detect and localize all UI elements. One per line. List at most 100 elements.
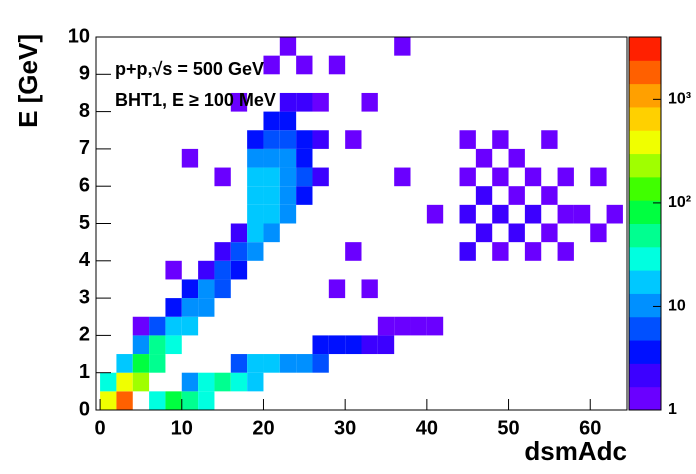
cell (426, 316, 444, 336)
y-tick-label: 10 (68, 25, 90, 47)
cell (296, 55, 313, 75)
colorbar-tick-label: 10 (668, 298, 686, 315)
colorbar-step (629, 176, 661, 201)
cell (410, 316, 427, 336)
cell (181, 279, 199, 299)
cell (279, 354, 297, 373)
colorbar-step (629, 386, 661, 411)
cell (590, 167, 607, 187)
cell (361, 279, 378, 299)
cell (214, 242, 231, 261)
x-tick-label: 20 (252, 417, 274, 439)
cell (312, 92, 329, 112)
cell (132, 335, 150, 355)
cell (524, 242, 542, 261)
cell (524, 167, 542, 187)
annotation: p+p,√s = 500 GeV (115, 59, 264, 79)
cell (328, 55, 346, 75)
cell (541, 186, 558, 205)
cell (279, 167, 297, 187)
cell (263, 167, 280, 187)
colorbar-tick-label: 10³ (668, 91, 691, 108)
cell (296, 167, 313, 187)
cell (247, 148, 264, 168)
cell (557, 242, 574, 261)
colorbar-step (629, 60, 661, 85)
cell (475, 223, 493, 243)
cell (557, 167, 574, 187)
cell (116, 354, 133, 373)
cell (541, 223, 558, 243)
cell (394, 316, 411, 336)
colorbar-tick-label: 1 (668, 401, 677, 418)
colorbar-step (629, 270, 661, 294)
y-tick-label: 0 (79, 398, 90, 420)
cell (198, 391, 215, 410)
cell (312, 167, 329, 187)
x-tick-label: 50 (497, 417, 519, 439)
cell (181, 298, 199, 317)
y-tick-label: 6 (79, 174, 90, 196)
cell (165, 298, 182, 317)
cell (230, 372, 248, 392)
x-tick-label: 60 (579, 417, 601, 439)
cell (263, 111, 280, 131)
cell (459, 204, 476, 224)
cell (345, 130, 362, 149)
cell (312, 130, 329, 149)
colorbar-frame (628, 36, 662, 411)
cell (279, 130, 297, 149)
cell (247, 130, 264, 149)
colorbar-step (629, 223, 661, 248)
cell (296, 148, 313, 168)
y-tick-label: 9 (79, 63, 90, 85)
cell (132, 316, 150, 336)
cell (492, 204, 509, 224)
cell (606, 204, 623, 224)
cell (181, 148, 199, 168)
colorbar-step (629, 153, 661, 178)
cell (247, 186, 264, 205)
cell (263, 130, 280, 149)
cell (263, 186, 280, 205)
colorbar-step (629, 293, 661, 318)
x-tick-label: 30 (334, 417, 356, 439)
cell (508, 186, 525, 205)
cell (116, 372, 133, 392)
cell (492, 130, 509, 149)
cell (247, 167, 264, 187)
colorbar-step (629, 130, 661, 155)
cell (541, 130, 558, 149)
cell (263, 204, 280, 224)
cell (508, 223, 525, 243)
colorbar-step (629, 246, 661, 271)
cell (459, 130, 476, 149)
cell (149, 316, 166, 336)
y-tick-label: 1 (79, 361, 90, 383)
x-axis-title: dsmAdc (524, 436, 627, 466)
colorbar-step (629, 340, 661, 364)
cell (214, 372, 231, 392)
cell (377, 316, 395, 336)
cell (296, 92, 313, 112)
cell (279, 148, 297, 168)
cell (230, 242, 248, 261)
cell (247, 204, 264, 224)
cell (214, 260, 231, 280)
colorbar-step (629, 200, 661, 224)
cell (394, 167, 411, 187)
annotation: BHT1, E ≥ 100 MeV (115, 90, 276, 110)
y-tick-label: 4 (79, 249, 91, 271)
cell (590, 223, 607, 243)
cell (230, 354, 248, 373)
cells (100, 37, 623, 410)
cell (100, 391, 117, 410)
cell (165, 391, 182, 410)
cell (247, 223, 264, 243)
cell (263, 223, 280, 243)
y-tick-label: 5 (79, 212, 90, 234)
cell (198, 260, 215, 280)
cell (279, 111, 297, 131)
cell (296, 186, 313, 205)
colorbar-step (629, 316, 661, 341)
